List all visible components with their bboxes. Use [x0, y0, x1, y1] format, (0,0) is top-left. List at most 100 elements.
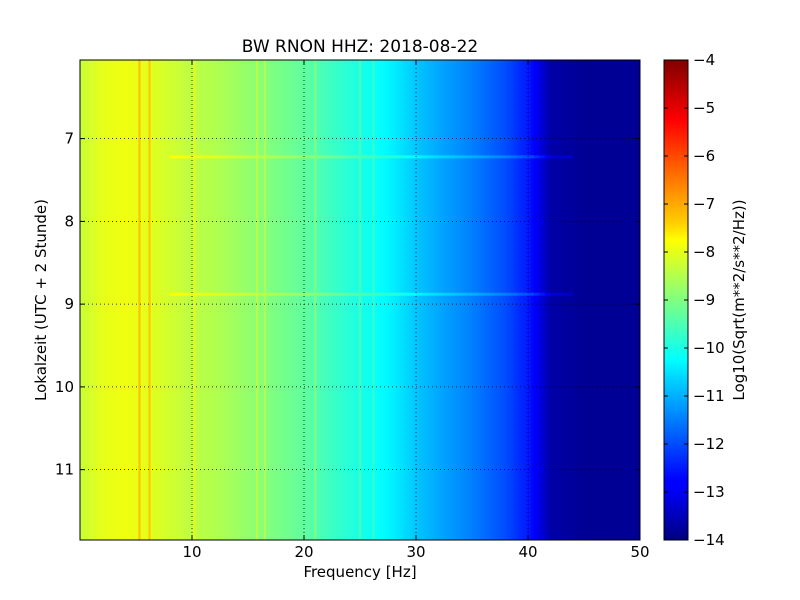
broadband-event-segment: [304, 292, 311, 296]
colorbar-ticks: −4 −5 −6 −7 −8 −9 −10 −11 −12 −13 −14: [664, 51, 725, 549]
broadband-event-segment: [449, 155, 456, 159]
heatmap-column: [586, 60, 591, 540]
broadband-event-segment: [287, 292, 294, 296]
heatmap-column: [96, 60, 101, 540]
heatmap-column: [500, 60, 504, 540]
broadband-event-segment: [528, 292, 535, 296]
broadband-event-segment: [382, 155, 389, 159]
broadband-event-segment: [192, 155, 199, 159]
broadband-event-segment: [320, 155, 327, 159]
spectral-line: [372, 60, 375, 540]
chart-title: BW RNON HHZ: 2018-08-22: [242, 37, 478, 57]
colorbar-tick-label: −6: [693, 147, 715, 165]
broadband-event-segment: [500, 292, 507, 296]
heatmap-column: [449, 60, 453, 540]
heatmap-column: [620, 60, 624, 540]
heatmap-column: [402, 60, 406, 540]
heatmap-column: [175, 60, 179, 540]
heatmap-column: [259, 60, 263, 540]
heatmap-column: [351, 60, 355, 540]
heatmap-column: [214, 60, 218, 540]
x-tick-label: 10: [182, 543, 201, 561]
broadband-event-segment: [522, 292, 529, 296]
heatmap-column: [166, 60, 171, 540]
heatmap-column: [626, 60, 630, 540]
y-tick-label: 9: [64, 295, 74, 313]
grid-lines: [80, 60, 640, 540]
heatmap-column: [598, 60, 602, 540]
broadband-event-segment: [416, 292, 423, 296]
y-tick-label: 8: [64, 212, 74, 230]
heatmap-column: [110, 60, 115, 540]
heatmap-column: [536, 60, 540, 540]
broadband-event-segment: [505, 155, 512, 159]
plot-frame: [79, 59, 641, 541]
heatmap-column: [606, 60, 610, 540]
heatmap-column: [222, 60, 227, 540]
broadband-event-segment: [214, 292, 221, 296]
colorbar-tick-label: −8: [693, 243, 715, 261]
broadband-event-segment: [376, 292, 383, 296]
broadband-event-segment: [270, 292, 277, 296]
x-tick-label: 50: [630, 543, 649, 561]
y-tick-label: 7: [64, 130, 74, 148]
heatmap-column: [329, 60, 333, 540]
broadband-event-segment: [528, 155, 535, 159]
broadband-event-segment: [393, 155, 400, 159]
heatmap-column: [236, 60, 241, 540]
broadband-event-segment: [208, 155, 215, 159]
broadband-event-segment: [281, 292, 288, 296]
x-tick-label: 20: [294, 543, 313, 561]
broadband-event-segment: [242, 292, 249, 296]
heatmap-column: [248, 60, 252, 540]
broadband-event-segment: [365, 292, 372, 296]
colorbar-tick-label: −11: [693, 387, 725, 405]
spectrogram-columns: [80, 60, 640, 540]
heatmap-column: [547, 60, 551, 540]
broadband-event-segment: [404, 292, 411, 296]
colorbar: −4 −5 −6 −7 −8 −9 −10 −11 −12 −13 −14 Log10(Sqrt(m…: [663, 51, 748, 549]
heatmap-column: [194, 60, 199, 540]
broadband-event-segment: [505, 292, 512, 296]
heatmap-column: [82, 60, 87, 540]
heatmap-column: [211, 60, 215, 540]
heatmap-column: [124, 60, 129, 540]
broadband-event-segment: [410, 155, 417, 159]
heatmap-column: [225, 60, 229, 540]
heatmap-column: [306, 60, 311, 540]
broadband-event-segment: [236, 155, 243, 159]
heatmap-column: [206, 60, 210, 540]
broadband-event-segment: [259, 292, 266, 296]
broadband-event-segment: [276, 292, 283, 296]
heatmap-column: [385, 60, 389, 540]
heatmap-column: [421, 60, 425, 540]
heatmap-column: [144, 60, 148, 540]
spectral-line: [193, 60, 196, 540]
colorbar-tick-label: −4: [693, 51, 715, 69]
heatmap-column: [368, 60, 372, 540]
broadband-event-segment: [488, 292, 495, 296]
heatmap-column: [334, 60, 339, 540]
broadband-event-segment: [556, 155, 563, 159]
heatmap-column: [396, 60, 400, 540]
broadband-event-segment: [326, 292, 333, 296]
heatmap-column: [116, 60, 120, 540]
broadband-event-segment: [466, 155, 473, 159]
heatmap-column: [460, 60, 465, 540]
broadband-event-segment: [449, 292, 456, 296]
broadband-event-segment: [192, 292, 199, 296]
heatmap-column: [133, 60, 137, 540]
colorbar-tick-label: −12: [693, 435, 725, 453]
heatmap-column: [530, 60, 535, 540]
heatmap-column: [578, 60, 582, 540]
heatmap-column: [122, 60, 126, 540]
heatmap-column: [312, 60, 316, 540]
heatmap-column: [332, 60, 336, 540]
broadband-event-segment: [544, 292, 551, 296]
heatmap-column: [542, 60, 546, 540]
heatmap-column: [600, 60, 605, 540]
heatmap-column: [80, 60, 84, 540]
heatmap-column: [348, 60, 353, 540]
heatmap-column: [570, 60, 574, 540]
heatmap-column: [150, 60, 154, 540]
